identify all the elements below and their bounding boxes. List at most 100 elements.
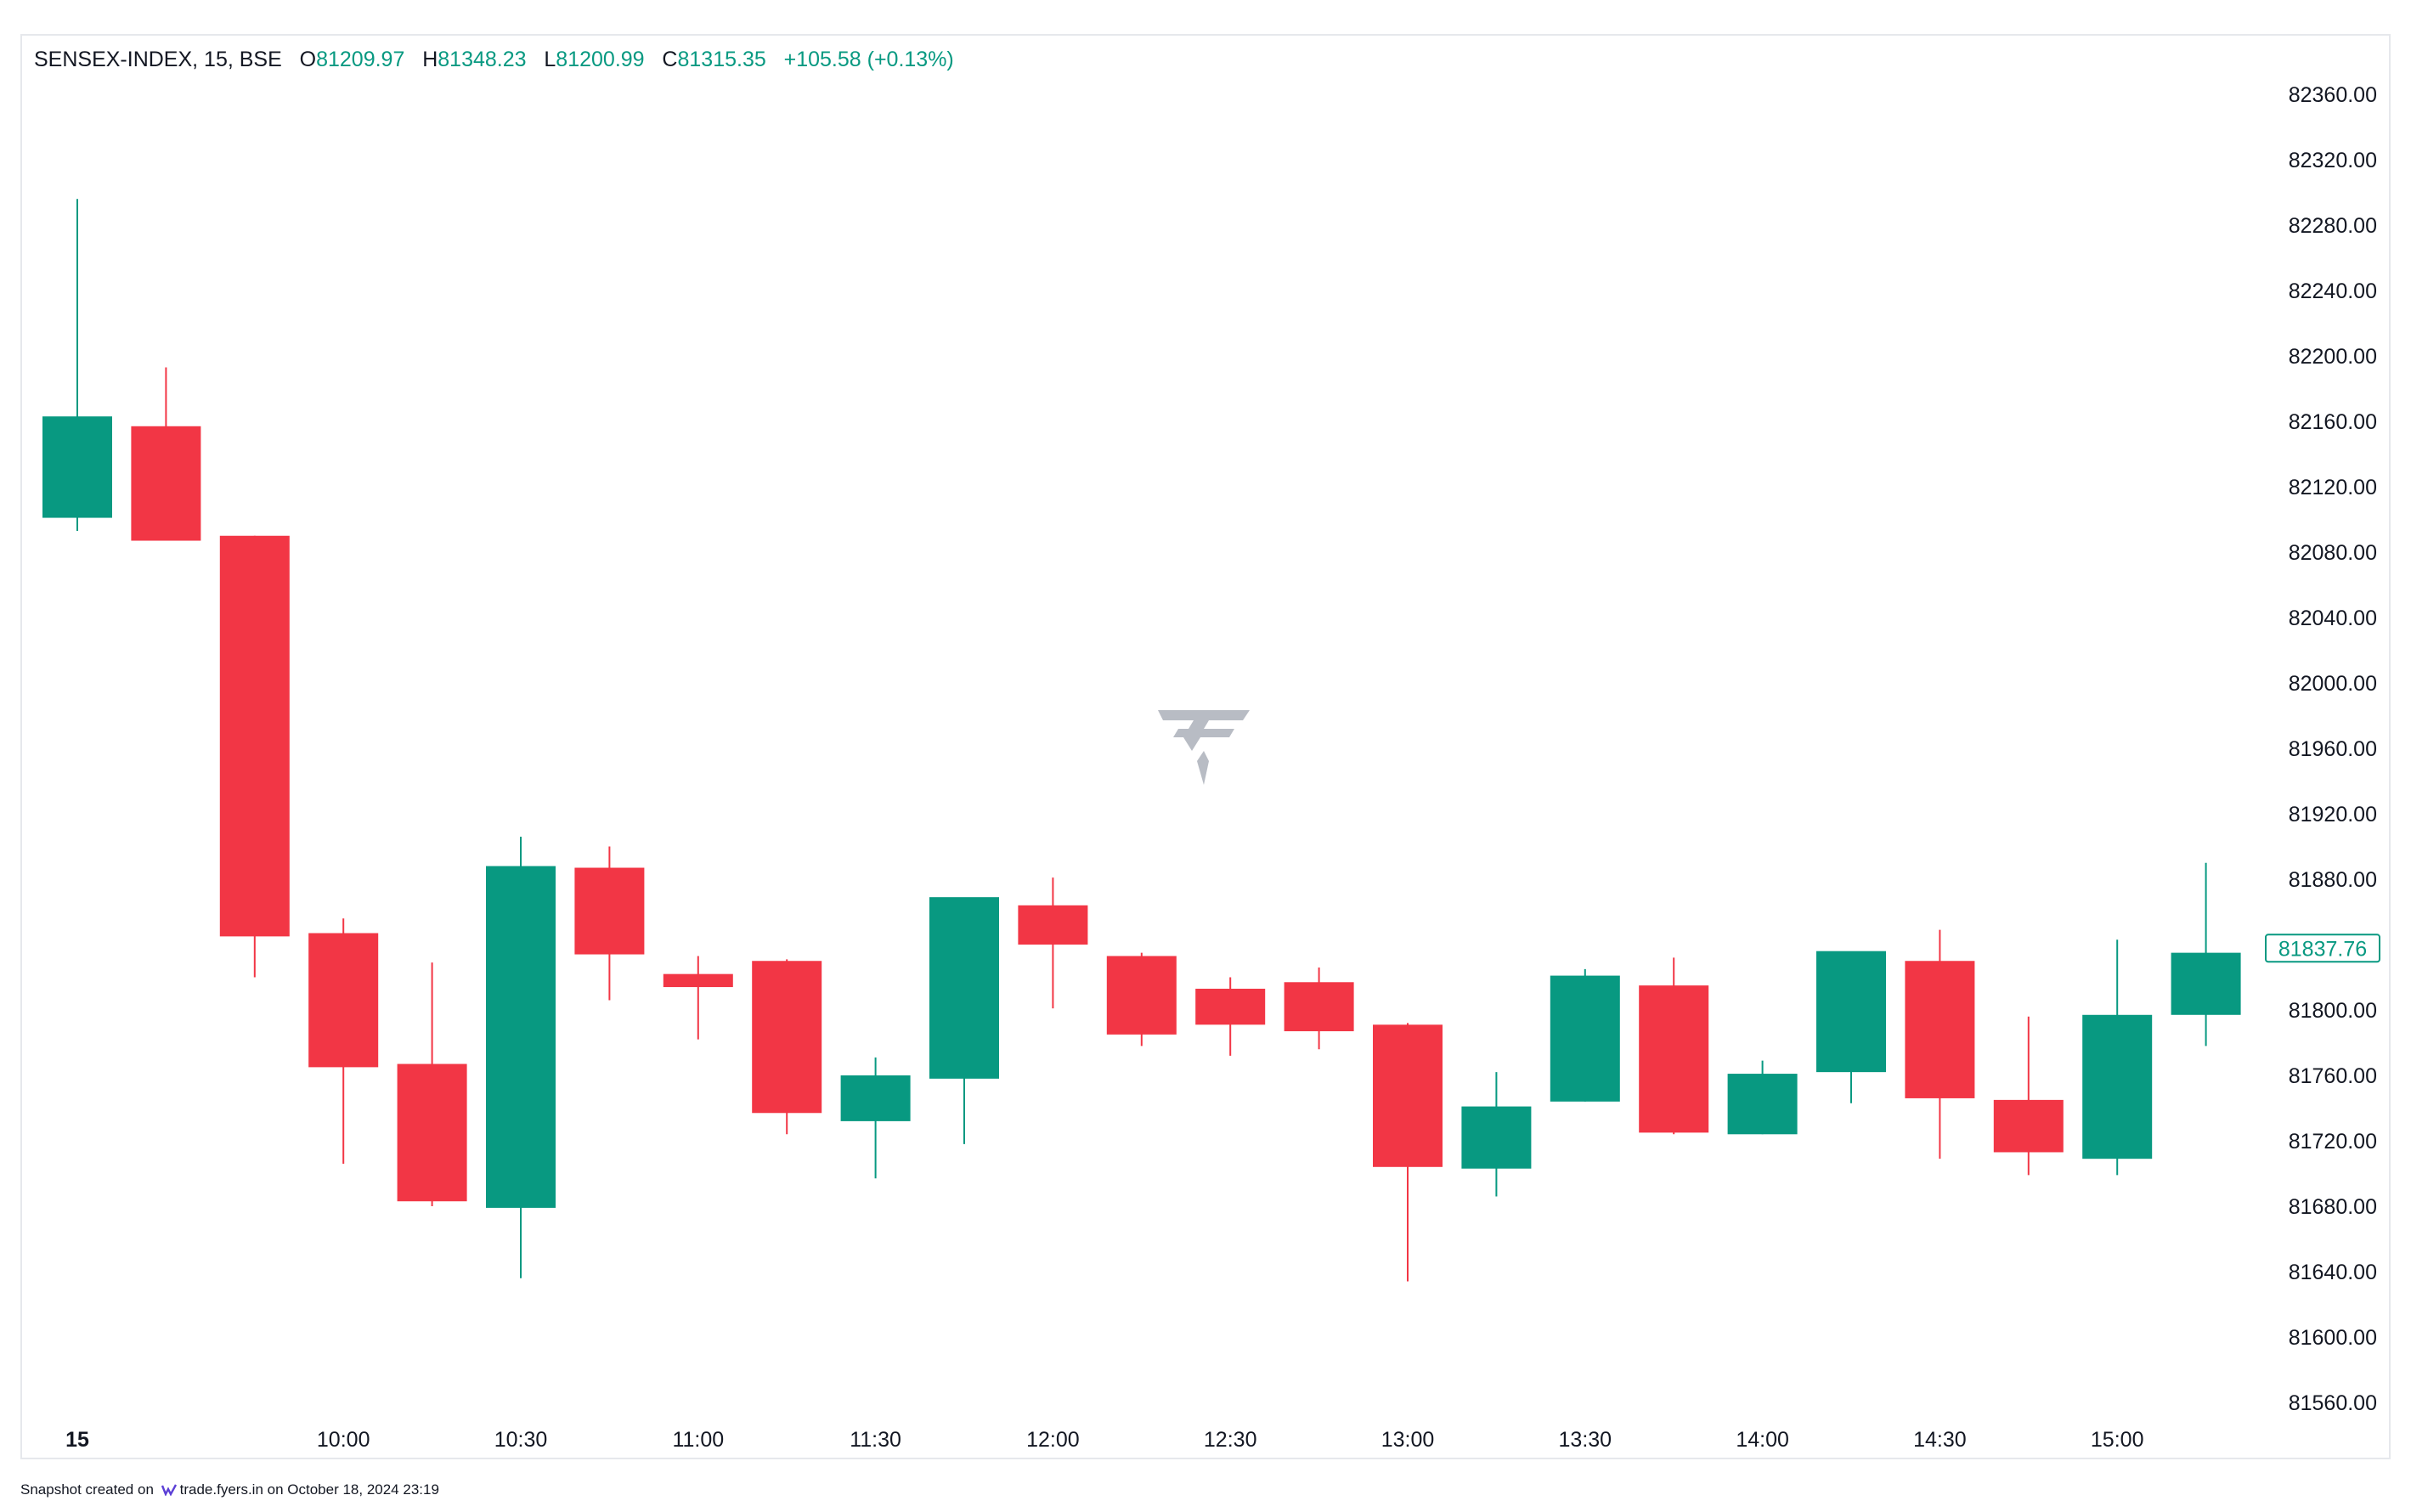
candle[interactable] [308, 918, 379, 1164]
x-tick-label: 10:00 [317, 1428, 370, 1452]
candle-body [1373, 1024, 1443, 1167]
candle-body [1195, 988, 1266, 1025]
change-value: +105.58 (+0.13%) [783, 48, 954, 71]
candle-body [1816, 951, 1886, 1073]
candle[interactable] [2171, 862, 2241, 1047]
close-value: 81315.35 [677, 48, 766, 71]
last-price-box [2265, 934, 2380, 963]
y-tick-label: 81720.00 [2289, 1130, 2377, 1154]
y-tick-label: 82000.00 [2289, 672, 2377, 696]
footer-site[interactable]: trade.fyers.in [179, 1481, 263, 1498]
x-tick-label: 15:00 [2091, 1428, 2144, 1452]
chart-frame [20, 34, 2391, 1459]
candle[interactable] [42, 199, 112, 531]
candle-body [929, 897, 999, 1079]
x-tick-label: 13:00 [1381, 1428, 1435, 1452]
candle[interactable] [1461, 1072, 1532, 1197]
candle-body [131, 426, 201, 541]
candle[interactable] [1284, 967, 1354, 1050]
y-tick-label: 82040.00 [2289, 606, 2377, 630]
candle[interactable] [1993, 1016, 2064, 1176]
open-value: 81209.97 [316, 48, 405, 71]
x-tick-label: 10:30 [494, 1428, 548, 1452]
candle[interactable] [663, 956, 733, 1040]
candle[interactable] [219, 535, 290, 978]
close-label: C [662, 48, 678, 71]
fyers-logo-icon [1158, 710, 1250, 785]
x-tick-label: 11:00 [672, 1428, 724, 1452]
y-tick-label: 82080.00 [2289, 541, 2377, 565]
candle[interactable] [1905, 929, 1975, 1159]
y-tick-label: 81640.00 [2289, 1261, 2377, 1284]
symbol-label: SENSEX-INDEX, 15, BSE [34, 48, 282, 71]
candle[interactable] [1639, 957, 1709, 1135]
candle[interactable] [1195, 977, 1266, 1056]
y-tick-label: 81960.00 [2289, 737, 2377, 761]
candle[interactable] [840, 1057, 911, 1179]
x-tick-label: 14:00 [1736, 1428, 1789, 1452]
x-tick-label: 12:00 [1026, 1428, 1080, 1452]
x-tick-label: 14:30 [1913, 1428, 1967, 1452]
last-price-label: 81837.76 [2278, 937, 2367, 961]
y-tick-label: 81760.00 [2289, 1064, 2377, 1088]
candle-body [42, 416, 112, 518]
candle[interactable] [1373, 1023, 1443, 1282]
y-tick-label: 82280.00 [2289, 214, 2377, 238]
candle-body [1106, 956, 1177, 1035]
candle[interactable] [1106, 952, 1177, 1047]
candle-body [397, 1063, 467, 1202]
fyers-brand-icon [161, 1484, 177, 1496]
candle-body [1727, 1074, 1798, 1135]
candle-body [840, 1075, 911, 1121]
candle[interactable] [929, 897, 999, 1144]
candle-body [1550, 975, 1620, 1102]
candle-body [1284, 982, 1354, 1032]
candle[interactable] [1018, 877, 1088, 1009]
ohlc-legend: SENSEX-INDEX, 15, BSE O81209.97 H81348.2… [34, 48, 954, 72]
high-value: 81348.23 [438, 48, 527, 71]
candle[interactable] [752, 959, 822, 1135]
y-tick-label: 81880.00 [2289, 868, 2377, 892]
candle[interactable] [574, 846, 645, 1001]
candle-body [752, 961, 822, 1114]
candle[interactable] [397, 962, 467, 1206]
candle-body [486, 866, 556, 1208]
footer-prefix: Snapshot created on [20, 1481, 154, 1498]
candle-body [1018, 905, 1088, 945]
candle-body [219, 535, 290, 937]
high-label: H [422, 48, 438, 71]
x-tick-label: 11:30 [850, 1428, 901, 1452]
candle-body [2082, 1014, 2153, 1159]
y-tick-label: 81920.00 [2289, 803, 2377, 827]
candle[interactable] [2082, 939, 2153, 1176]
candle-body [574, 867, 645, 955]
y-tick-label: 81680.00 [2289, 1195, 2377, 1219]
price-axis: 82360.00 82320.00 82280.00 82240.00 82200.00… [2289, 83, 2377, 1415]
y-tick-label: 81560.00 [2289, 1391, 2377, 1415]
candles-layer [42, 199, 2241, 1282]
y-tick-label: 82160.00 [2289, 410, 2377, 434]
candle-body [2171, 952, 2241, 1015]
low-value: 81200.99 [556, 48, 645, 71]
candle[interactable] [131, 367, 201, 541]
snapshot-footer: Snapshot created on trade.fyers.in on Oc… [20, 1481, 439, 1498]
candle[interactable] [1816, 951, 1886, 1103]
candle[interactable] [1727, 1060, 1798, 1135]
candle-body [1461, 1106, 1532, 1169]
y-tick-label: 81600.00 [2289, 1326, 2377, 1350]
y-tick-label: 82120.00 [2289, 476, 2377, 499]
open-label: O [299, 48, 317, 71]
y-tick-label: 82200.00 [2289, 345, 2377, 369]
candle-body [663, 973, 733, 988]
candle-body [1993, 1099, 2064, 1153]
candle[interactable] [1550, 968, 1620, 1102]
candle-body [1905, 961, 1975, 1098]
x-tick-label: 15 [65, 1428, 89, 1452]
candle-body [1639, 985, 1709, 1133]
last-price-tag: 81837.76 [2265, 934, 2380, 963]
y-tick-label: 82360.00 [2289, 83, 2377, 107]
low-label: L [544, 48, 556, 71]
candle[interactable] [486, 836, 556, 1278]
candle-body [308, 933, 379, 1068]
